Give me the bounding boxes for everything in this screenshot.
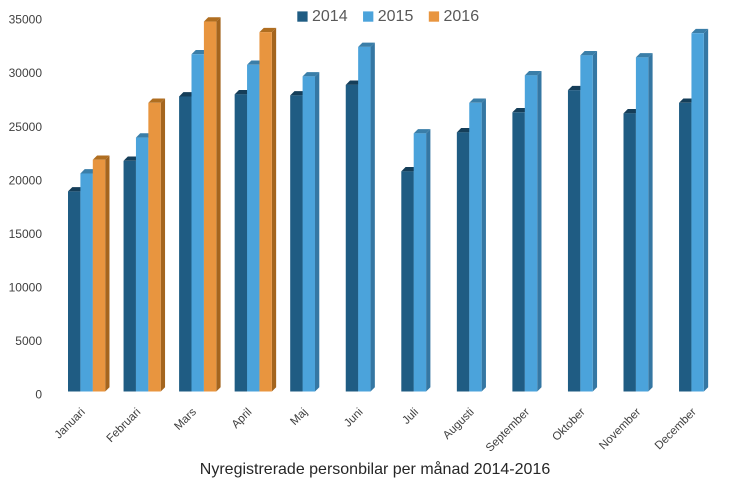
bar-top-face	[358, 42, 375, 47]
y-axis-tick-label: 0	[35, 388, 42, 402]
bar-front-face	[580, 55, 593, 392]
bar-group-maj	[290, 72, 320, 392]
bar-side-face	[160, 98, 166, 392]
bar-front-face	[203, 21, 217, 392]
bar-top-face	[580, 51, 598, 56]
bar-group-juni	[345, 42, 375, 392]
y-axis-tick-label: 35000	[9, 13, 43, 27]
bar-side-face	[370, 42, 375, 392]
bar-2015-maj	[302, 72, 320, 392]
bar-front-face	[679, 102, 692, 392]
bar-top-face	[691, 28, 709, 34]
y-axis-tick-label: 5000	[15, 334, 42, 348]
bar-front-face	[191, 54, 204, 392]
y-axis-tick-label: 15000	[9, 227, 43, 241]
bar-front-face	[345, 84, 359, 392]
bar-2015-augusti	[469, 98, 486, 392]
bar-front-face	[123, 160, 136, 392]
bar-group-december	[679, 28, 709, 392]
legend-label-2015: 2015	[378, 8, 414, 25]
y-axis-tick-label: 30000	[9, 66, 43, 80]
y-axis-tick-label: 25000	[9, 120, 43, 134]
bar-front-face	[469, 102, 482, 392]
bar-front-face	[68, 191, 81, 392]
bar-2016-mars	[203, 17, 221, 392]
legend-swatch-2014	[297, 11, 308, 22]
bar-group-augusti	[456, 98, 486, 392]
bar-top-face	[469, 98, 486, 103]
bar-side-face	[216, 17, 221, 392]
bar-front-face	[358, 46, 371, 392]
bar-side-face	[648, 53, 653, 392]
bar-side-face	[592, 51, 598, 392]
bar-side-face	[481, 98, 486, 392]
bar-2015-juni	[358, 42, 375, 392]
bar-2015-december	[691, 28, 709, 392]
bar-front-face	[512, 112, 525, 392]
bar-front-face	[524, 75, 538, 392]
bar-2016-februari	[148, 98, 166, 392]
bar-front-face	[413, 133, 427, 392]
bar-side-face	[271, 27, 277, 392]
bar-top-face	[302, 72, 320, 77]
bar-front-face	[135, 137, 149, 392]
bar-side-face	[703, 28, 709, 392]
legend: 2014 2015 2016	[297, 8, 479, 25]
bar-top-face	[524, 71, 542, 76]
bar-top-face	[635, 53, 653, 58]
bar-front-face	[148, 102, 161, 392]
bar-group-januari	[68, 155, 110, 392]
bar-2015-juli	[413, 129, 431, 392]
bar-top-face	[148, 98, 166, 103]
bar-front-face	[179, 96, 192, 392]
bar-front-face	[92, 159, 106, 392]
bar-top-face	[259, 27, 277, 33]
bar-top-face	[92, 155, 110, 160]
bar-front-face	[623, 113, 636, 392]
bar-2015-november	[635, 53, 653, 392]
bar-side-face	[105, 155, 110, 392]
bar-group-mars	[179, 17, 221, 392]
legend-swatch-2015	[363, 11, 374, 22]
bar-group-september	[512, 71, 542, 392]
y-axis-tick-label: 20000	[9, 173, 43, 187]
y-axis-tick-label: 10000	[9, 281, 43, 295]
bar-group-oktober	[567, 51, 598, 392]
bar-front-face	[259, 32, 272, 392]
bar-group-juli	[401, 129, 431, 392]
chart-title: Nyregistrerade personbilar per månad 201…	[200, 460, 551, 478]
bar-front-face	[567, 90, 581, 392]
bar-group-april	[234, 27, 277, 392]
bar-front-face	[456, 132, 470, 392]
bar-side-face	[537, 71, 542, 392]
bar-group-februari	[123, 98, 166, 392]
bar-front-face	[635, 57, 649, 392]
bar-2016-april	[259, 27, 277, 392]
bar-front-face	[247, 64, 260, 392]
bar-side-face	[426, 129, 431, 392]
bar-front-face	[302, 76, 315, 392]
bar-top-face	[203, 17, 221, 22]
legend-swatch-2016	[428, 11, 440, 22]
bar-group-november	[623, 53, 653, 392]
bar-front-face	[691, 33, 704, 392]
legend-label-2016: 2016	[444, 8, 480, 25]
bar-2015-oktober	[580, 51, 598, 392]
bar-2015-september	[524, 71, 542, 392]
bar-2016-januari	[92, 155, 110, 392]
bar-front-face	[80, 173, 93, 392]
bar-front-face	[290, 95, 303, 392]
legend-label-2014: 2014	[312, 8, 348, 25]
bar-top-face	[413, 129, 431, 134]
bar-front-face	[234, 94, 248, 392]
bar-front-face	[401, 171, 414, 392]
bar-side-face	[315, 72, 320, 392]
